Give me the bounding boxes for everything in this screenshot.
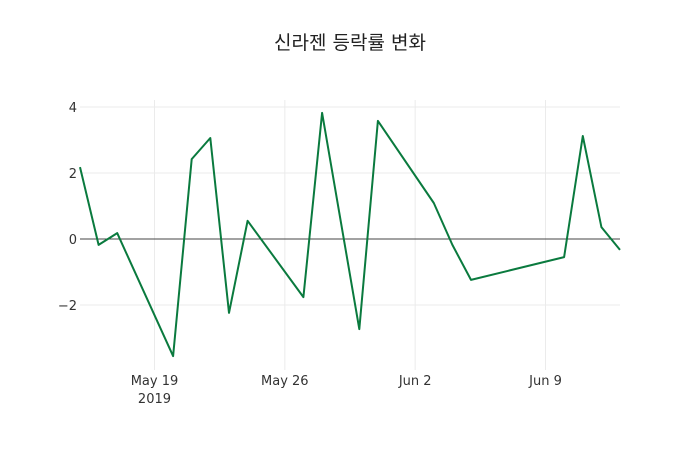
data-series: [79, 111, 621, 358]
x-tick-label: Jun 2: [398, 374, 432, 389]
y-tick-label: 2: [69, 167, 77, 182]
y-tick-label: 0: [69, 233, 77, 248]
x-axis-ticks: May 19 2019 May 26 Jun 2 Jun 9: [131, 374, 562, 407]
x-tick-label: May 19: [131, 374, 179, 389]
y-tick-label: −2: [58, 299, 77, 314]
x-tick-label: May 26: [261, 374, 309, 389]
x-tick-year-label: 2019: [138, 392, 171, 407]
y-tick-label: 4: [69, 101, 77, 116]
y-axis-ticks: 4 2 0 −2: [58, 101, 77, 314]
chart-title: 신라젠 등락률 변화: [274, 32, 426, 54]
gridlines: [80, 100, 620, 370]
series-line: [79, 111, 621, 358]
x-tick-label: Jun 9: [528, 374, 562, 389]
